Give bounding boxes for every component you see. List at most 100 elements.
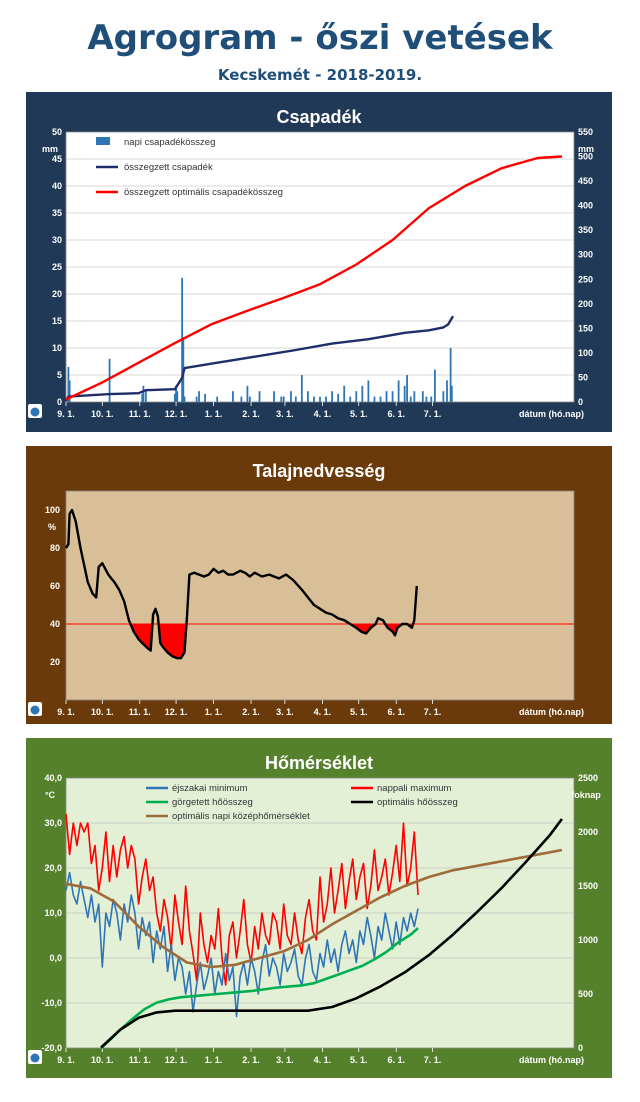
y-tick-label-right: 50 — [578, 372, 588, 382]
y-tick-label-right: 400 — [578, 201, 593, 211]
min-temp-line — [65, 871, 419, 1018]
y-tick-label-right: 150 — [578, 323, 593, 333]
legend-label: optimális napi középhőmérséklet — [172, 811, 310, 822]
y-tick-label-right: 2500 — [578, 773, 598, 783]
x-axis-label: dátum (hó.nap) — [519, 707, 584, 717]
y-tick-label-left: 30 — [52, 235, 62, 245]
y-tick-label-left: 100 — [45, 505, 60, 515]
legend-swatch-bar — [96, 137, 110, 145]
legend-label: éjszakai minimum — [172, 783, 248, 794]
x-tick-label: 10. 1. — [91, 409, 114, 419]
y-tick-label-left: 30,0 — [44, 818, 62, 828]
soil-moisture-line — [64, 508, 418, 660]
precip-bar — [176, 391, 179, 402]
y-tick-label-left: 10 — [52, 343, 62, 353]
y-tick-label-left: 80 — [50, 543, 60, 553]
omsz-logo — [28, 1050, 42, 1064]
y-tick-label-left: 10,0 — [44, 908, 62, 918]
x-tick-label: 2. 1. — [242, 409, 260, 419]
x-tick-label: 1. 1. — [205, 707, 223, 717]
x-tick-label: 11. 1. — [129, 707, 151, 717]
y-tick-label-left: 35 — [52, 208, 62, 218]
legend-label: összegzett csapadék — [124, 162, 213, 173]
legend-label: nappali maximum — [377, 783, 452, 794]
precip-bar — [409, 396, 412, 402]
y-tick-label-left: 40 — [50, 619, 60, 629]
precip-bar — [367, 380, 370, 402]
y-tick-label-right: 1000 — [578, 935, 598, 945]
x-tick-label: 1. 1. — [205, 409, 223, 419]
precip-bar — [425, 396, 428, 402]
y-tick-label-right: 300 — [578, 250, 593, 260]
precip-bar — [449, 348, 452, 402]
precip-bar — [355, 391, 358, 402]
x-tick-label: 4. 1. — [314, 1055, 332, 1065]
x-tick-label: 9. 1. — [57, 1055, 75, 1065]
x-tick-label: 7. 1. — [424, 1055, 442, 1065]
x-tick-label: 11. 1. — [129, 409, 151, 419]
precip-bar — [68, 380, 71, 402]
precip-bar — [273, 391, 275, 402]
y-tick-label-left: 45 — [52, 154, 62, 164]
x-tick-label: 3. 1. — [276, 1055, 294, 1065]
y-tick-label-right: 1500 — [578, 881, 598, 891]
x-tick-label: 10. 1. — [91, 1055, 114, 1065]
soil-moisture-chart: Talajnedvesség 9. 1. 10. 1. 11. 1. 12. 1. 1. … — [26, 446, 612, 724]
omsz-logo — [28, 702, 42, 716]
precip-bar — [391, 391, 394, 402]
precip-bar — [204, 393, 206, 402]
x-tick-label: 6. 1. — [387, 707, 405, 717]
y-tick-label-right: 100 — [578, 348, 593, 358]
precip-bar — [430, 396, 433, 402]
precip-bar — [173, 393, 176, 402]
legend-label: optimális hőösszeg — [377, 797, 458, 808]
precip-bar — [290, 391, 292, 402]
max-temp-line — [65, 813, 419, 986]
precipitation-chart: Csapadék 9. 1. 10. 1. 11. 1. 12. 1. 1. 1. 2. 1… — [26, 92, 612, 432]
precip-bar — [434, 369, 436, 402]
y-unit-left: % — [48, 522, 56, 532]
y-tick-label-right: 250 — [578, 274, 593, 284]
precip-bar — [142, 385, 145, 402]
y-unit-left: °C — [45, 790, 56, 800]
page-title: Agrogram - őszi vetések — [87, 18, 553, 58]
x-tick-label: 12. 1. — [165, 409, 188, 419]
chart-title: Talajnedvesség — [253, 461, 386, 481]
rolling-heat-sum-line — [100, 927, 419, 1049]
precip-bar — [442, 391, 445, 402]
plot-area — [65, 490, 575, 701]
x-tick-label: 5. 1. — [350, 707, 368, 717]
x-tick-label: 2. 1. — [242, 707, 260, 717]
precip-bar — [446, 380, 448, 402]
y-tick-label-right: 350 — [578, 225, 593, 235]
optimal-heat-sum-line — [100, 818, 563, 1049]
chart-title: Hőmérséklet — [265, 753, 373, 773]
x-tick-label: 5. 1. — [350, 1055, 368, 1065]
x-tick-label: 6. 1. — [387, 409, 405, 419]
y-unit-right: foknap — [571, 790, 601, 800]
chart-title: Csapadék — [276, 107, 362, 127]
x-tick-label: 7. 1. — [424, 409, 442, 419]
y-unit-right: mm — [578, 144, 594, 154]
y-tick-label-left: 0 — [57, 397, 62, 407]
cumulative-precip-line — [64, 315, 455, 402]
x-tick-label: 9. 1. — [57, 409, 75, 419]
precip-bar — [294, 396, 297, 402]
omsz-logo — [28, 404, 42, 418]
y-tick-label-right: 0 — [578, 397, 583, 407]
x-tick-label: 12. 1. — [165, 1055, 188, 1065]
x-tick-label: 9. 1. — [57, 707, 75, 717]
precip-bar — [337, 393, 340, 402]
y-tick-label-left: 40,0 — [44, 773, 62, 783]
x-tick-label: 1. 1. — [205, 1055, 223, 1065]
y-tick-label-right: 500 — [578, 989, 593, 999]
precip-bar — [258, 391, 261, 402]
legend-label: összegzett optimális csapadékösszeg — [124, 187, 283, 198]
y-unit-left: mm — [42, 144, 58, 154]
precip-bar — [397, 380, 400, 402]
x-tick-label: 5. 1. — [350, 409, 368, 419]
y-tick-label-left: 20,0 — [44, 863, 62, 873]
optimal-precip-line — [65, 155, 562, 401]
precip-bar — [331, 391, 333, 402]
precip-bar — [240, 396, 243, 402]
